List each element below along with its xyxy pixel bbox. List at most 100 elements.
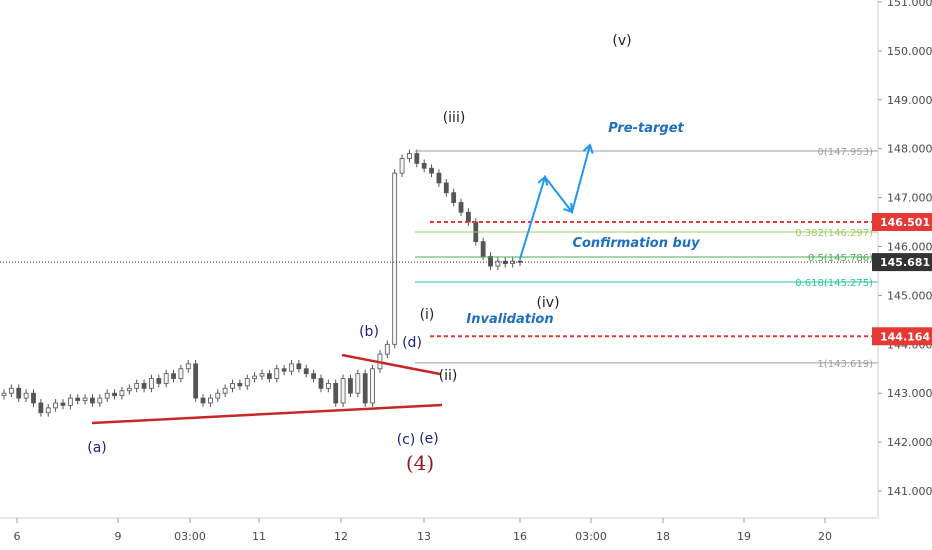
projection-arrow-path [519, 144, 591, 260]
x-tick-label: 12 [334, 530, 348, 543]
arrow-head [563, 202, 574, 214]
candle [16, 387, 22, 399]
candle [407, 153, 412, 159]
x-tick-label: 9 [115, 530, 122, 543]
wave-label: (v) [612, 33, 631, 49]
lower-trendline [91, 403, 443, 425]
current-price-tag [872, 253, 932, 272]
wave-label: (ii) [439, 368, 458, 384]
candle [171, 373, 176, 379]
candle [45, 407, 51, 414]
wave-label: (iii) [443, 110, 466, 126]
candle [141, 383, 147, 389]
wave-label: (c) [397, 432, 416, 448]
candle [510, 260, 516, 265]
annotation-label: Confirmation buy [572, 236, 700, 251]
red-price-tag [872, 213, 932, 232]
y-tick-label: 147.000 [887, 192, 932, 205]
candle [436, 172, 442, 184]
candle [458, 202, 464, 213]
candle [325, 383, 331, 389]
candle [348, 378, 353, 394]
candle [281, 368, 287, 372]
annotation-label: Invalidation [466, 312, 553, 327]
candle [259, 373, 265, 377]
x-axis[interactable]: 6 9 03:00 11 12 13 16 03:00 18 19 20 [14, 518, 833, 543]
wave-label: (d) [402, 335, 422, 351]
candle [252, 375, 258, 379]
candle [60, 402, 66, 406]
candle [178, 368, 184, 379]
y-tick-label: 148.000 [887, 143, 932, 156]
candle [244, 378, 250, 387]
candle [38, 402, 44, 414]
candle [200, 397, 206, 404]
y-tick-label: 150.000 [887, 45, 932, 58]
candle [340, 378, 346, 404]
candle [119, 390, 125, 397]
candle [149, 378, 154, 389]
wave-label: (4) [406, 451, 434, 475]
x-tick-label: 6 [14, 530, 21, 543]
candle [311, 373, 317, 379]
y-tick-label: 145.000 [887, 289, 932, 302]
red-price-tag-label: 144.164 [880, 330, 930, 343]
candle [355, 373, 361, 394]
arrow-head [582, 143, 594, 154]
candle [104, 392, 110, 399]
y-tick-label: 141.000 [887, 485, 932, 498]
candle [112, 392, 117, 397]
candle [399, 158, 405, 174]
candle [274, 368, 280, 379]
candle [23, 392, 29, 399]
candle [296, 363, 302, 370]
candle [134, 383, 140, 389]
wave-label: (i) [420, 307, 435, 323]
candle [318, 378, 324, 389]
candle [495, 260, 501, 267]
candle [31, 392, 36, 404]
candle [53, 402, 58, 409]
candle [230, 383, 235, 389]
current-price-tag-label: 145.681 [880, 256, 930, 269]
candle [392, 172, 398, 345]
red-price-tag-label: 146.501 [880, 216, 930, 229]
fib-level-label: 0.618(145.275) [795, 278, 873, 289]
candle [465, 211, 471, 223]
candlestick-series [1, 149, 523, 417]
upper-trendline [341, 353, 441, 376]
candle [370, 368, 375, 404]
candle [222, 387, 228, 394]
fib-levels: 0(147.953) 0.382(146.297) 0.5(145.786) 0.61… [0, 147, 878, 370]
x-tick-label: 03:00 [174, 530, 206, 543]
wave-label: (b) [359, 324, 379, 340]
annotation-label: Pre-target [608, 121, 684, 136]
candle [82, 397, 88, 401]
y-tick-label: 146.000 [887, 241, 932, 254]
candle [90, 397, 95, 404]
candle [421, 162, 427, 169]
fib-level-label: 0(147.953) [817, 147, 873, 158]
candle [237, 383, 243, 387]
candle [429, 167, 434, 174]
fib-level-label: 0.5(145.786) [808, 253, 873, 264]
candle [97, 397, 103, 404]
candle [163, 373, 169, 384]
candle [414, 153, 420, 164]
candle [451, 192, 457, 203]
candle [215, 392, 221, 399]
candle [502, 260, 508, 265]
wave-label: (e) [419, 431, 439, 447]
fib-level-label: 0.382(146.297) [795, 228, 873, 239]
red-price-tag [872, 327, 932, 346]
candle [303, 368, 309, 375]
arrow-head [537, 175, 549, 186]
candle [75, 397, 81, 401]
y-axis[interactable]: 151.000 150.000 149.000 148.000 147.000 146.0… [878, 0, 932, 498]
x-tick-label: 20 [818, 530, 832, 543]
candle [289, 363, 294, 372]
x-tick-label: 11 [252, 530, 266, 543]
candle [1, 392, 7, 397]
y-tick-label: 142.000 [887, 436, 932, 449]
